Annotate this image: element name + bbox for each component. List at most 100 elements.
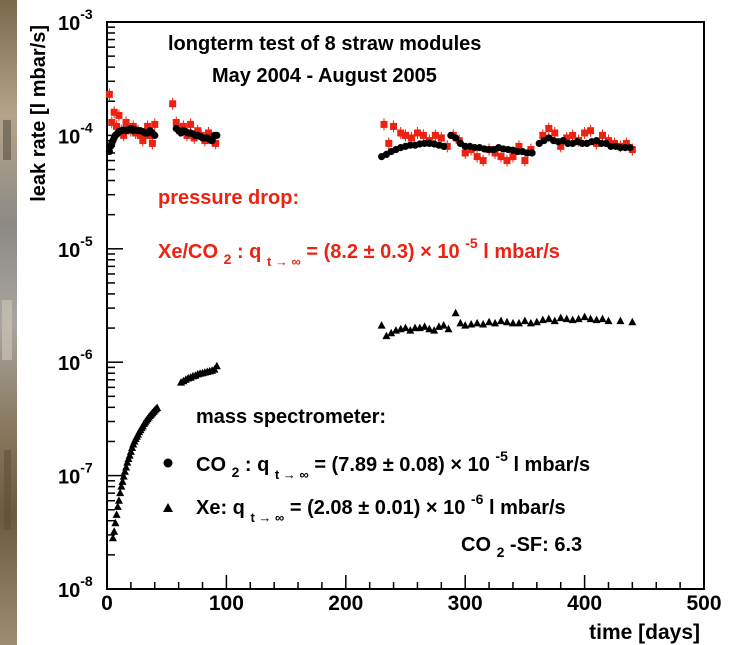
sf-label: CO 2 -SF: 6.3 <box>461 534 582 562</box>
data-point-square <box>187 120 195 128</box>
data-point-square <box>622 139 630 147</box>
xe-exp: -6 <box>471 491 484 507</box>
x-axis-ticks <box>106 575 705 589</box>
data-point-triangle <box>604 316 613 325</box>
data-point-square <box>204 129 212 137</box>
data-point-square <box>413 129 421 137</box>
co2-exp: -5 <box>495 448 508 464</box>
data-point-square <box>473 153 481 161</box>
data-point-triangle <box>118 477 127 485</box>
data-point-circle <box>151 131 159 139</box>
data-point-square <box>151 120 159 128</box>
data-point-triangle <box>598 314 607 323</box>
data-point-square <box>509 153 517 161</box>
data-point-triangle <box>485 317 494 326</box>
y-tick-label: 10-7 <box>58 460 93 489</box>
data-point-square <box>419 131 427 139</box>
data-point-triangle <box>562 314 571 323</box>
data-point-triangle <box>532 317 541 326</box>
data-point-square <box>539 131 547 139</box>
mass-spectrometer-label: mass spectrometer: <box>196 406 386 428</box>
co2-formula: CO 2 : q t → ∞ = (7.89 ± 0.08) × 10 -5 l… <box>196 444 590 484</box>
data-point-triangle <box>125 451 134 459</box>
xe-unit: l mbar/s <box>489 497 566 519</box>
co2-lhs: CO <box>196 454 226 476</box>
data-point-triangle <box>114 496 123 504</box>
data-point-triangle <box>108 533 117 542</box>
data-point-triangle <box>444 324 453 333</box>
data-point-triangle <box>382 331 391 340</box>
x-tick-label: 300 <box>448 592 483 615</box>
xe-legend-triangle <box>163 503 173 512</box>
data-point-triangle <box>425 324 434 333</box>
data-point-triangle <box>113 502 122 510</box>
data-point-triangle <box>479 320 488 328</box>
xe-co2-unit: l mbar/s <box>483 241 560 263</box>
data-point-square <box>113 122 121 130</box>
data-point-triangle <box>153 403 162 411</box>
data-point-triangle <box>550 316 559 325</box>
data-point-triangle <box>451 308 460 317</box>
co2-unit: l mbar/s <box>513 454 590 476</box>
data-point-triangle <box>544 314 553 323</box>
data-point-square <box>115 111 123 119</box>
xe-q-sub: t → ∞ <box>250 510 284 525</box>
xe-formula: Xe: q t → ∞ = (2.08 ± 0.01) × 10 -6 l mb… <box>196 487 566 527</box>
data-point-triangle <box>473 318 482 327</box>
data-point-triangle <box>116 488 125 497</box>
pressure-drop-label: pressure drop: <box>158 187 299 209</box>
data-point-square <box>479 157 487 165</box>
data-point-square <box>172 118 180 126</box>
xe-co2-lhs-sub: 2 <box>224 251 232 267</box>
xe-co2-colon: : q <box>237 241 261 263</box>
y-axis-label: leak rate [l mbar/s] <box>28 25 50 202</box>
data-point-square <box>385 139 393 147</box>
data-point-triangle <box>117 482 126 490</box>
y-tick-label: 10-3 <box>58 6 93 35</box>
data-point-triangle <box>112 510 121 518</box>
series-black-triangles <box>108 308 637 542</box>
data-point-circle <box>528 149 536 157</box>
data-point-triangle <box>580 312 589 321</box>
data-point-square <box>569 131 577 139</box>
series-black-circles <box>105 124 634 161</box>
xe-co2-rhs: = (8.2 ± 0.3) × 10 <box>306 241 459 263</box>
data-point-circle <box>213 131 221 139</box>
data-point-triangle <box>377 321 386 329</box>
xe-lhs: Xe: q <box>196 497 245 519</box>
data-point-triangle <box>526 318 535 327</box>
data-point-triangle <box>556 313 565 322</box>
chart-title-line1: longterm test of 8 straw modules <box>168 33 481 55</box>
data-point-circle <box>452 134 460 142</box>
x-tick-label: 0 <box>101 592 113 615</box>
x-tick-label: 100 <box>209 592 244 615</box>
data-point-square <box>108 118 116 126</box>
data-point-square <box>497 153 505 161</box>
data-point-triangle <box>212 361 221 370</box>
data-point-square <box>212 139 220 147</box>
data-point-square <box>402 131 409 139</box>
y-tick-label: 10-8 <box>58 573 93 602</box>
data-point-triangle <box>574 314 583 323</box>
data-point-triangle <box>538 315 547 324</box>
data-point-triangle <box>508 318 517 327</box>
data-point-square <box>581 129 589 137</box>
sf-rhs: -SF: 6.3 <box>510 534 582 556</box>
data-point-square <box>587 127 595 135</box>
data-point-triangle <box>514 318 523 327</box>
data-point-triangle <box>616 316 625 325</box>
co2-q-sub: t → ∞ <box>275 467 309 482</box>
data-point-square <box>604 137 612 145</box>
data-point-square <box>551 129 559 137</box>
co2-rhs: = (7.89 ± 0.08) × 10 <box>314 454 490 476</box>
data-point-triangle <box>119 472 128 480</box>
data-point-triangle <box>126 447 135 455</box>
data-point-square <box>380 120 388 128</box>
x-tick-label: 200 <box>328 592 363 615</box>
chart-title-line2: May 2004 - August 2005 <box>212 65 437 87</box>
y-axis-ticks <box>107 21 123 590</box>
data-point-triangle <box>461 321 470 329</box>
data-point-circle <box>440 142 448 150</box>
data-point-triangle <box>387 328 396 337</box>
data-point-triangle <box>406 326 415 334</box>
